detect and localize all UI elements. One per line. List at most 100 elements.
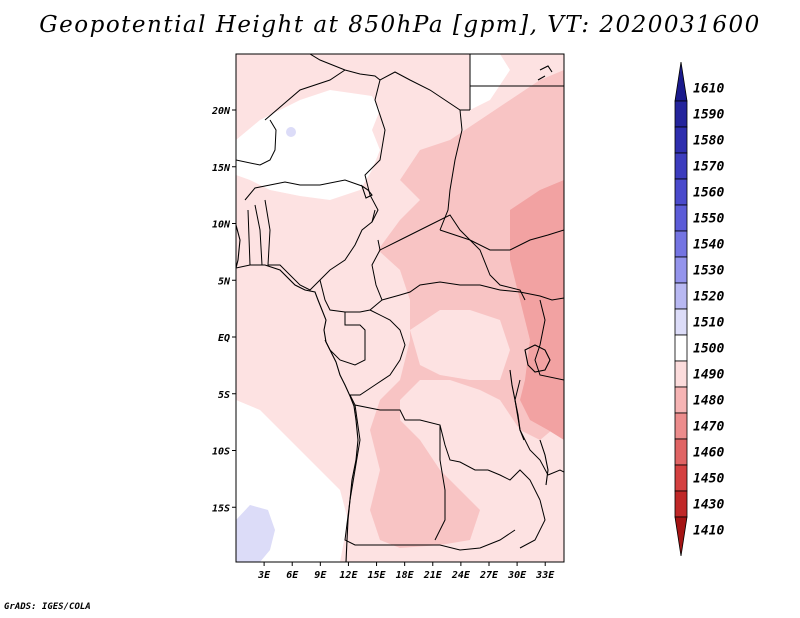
colorbar-swatch bbox=[674, 438, 688, 466]
colorbar-label: 1590 bbox=[693, 108, 724, 123]
fill-1490-central bbox=[370, 70, 564, 548]
colorbar-swatch bbox=[674, 490, 688, 518]
lon-tick-label: 24E bbox=[451, 570, 471, 581]
border-mali-burkina bbox=[244, 179, 363, 201]
colorbar-label: 1430 bbox=[693, 498, 724, 513]
lat-tick-label: 5N bbox=[218, 276, 231, 287]
contour-fills bbox=[236, 54, 564, 562]
lon-tick-label: 33E bbox=[535, 570, 555, 581]
border-ssudan-drc-uganda bbox=[499, 289, 564, 301]
lat-tick-label: 10N bbox=[212, 220, 231, 231]
lon-tick-label: 30E bbox=[507, 570, 527, 581]
border-zambia-drc bbox=[487, 469, 541, 501]
border-niger-chad bbox=[364, 79, 386, 223]
colorbar-label: 1510 bbox=[693, 316, 724, 331]
lake-victoria bbox=[524, 344, 551, 373]
lon-tick-label: 15E bbox=[368, 570, 387, 581]
lon-tick-label: 27E bbox=[479, 570, 499, 581]
colorbar-swatch bbox=[674, 100, 688, 128]
colorbar-swatch bbox=[674, 152, 688, 180]
border-algeria-libya bbox=[309, 54, 381, 81]
coastline-west-top bbox=[236, 224, 241, 269]
fill-1510-sahara bbox=[236, 54, 510, 200]
colorbar-swatch bbox=[674, 334, 688, 362]
colorbar-swatch bbox=[674, 308, 688, 336]
coastlines bbox=[236, 65, 553, 562]
fill-1480-east bbox=[510, 180, 564, 440]
colorbar-label: 1610 bbox=[693, 82, 724, 97]
colorbar-label: 1410 bbox=[693, 524, 724, 539]
fill-1500-congo bbox=[410, 310, 510, 380]
border-ghana-togo bbox=[247, 204, 263, 266]
colorbar-label: 1500 bbox=[693, 342, 724, 357]
border-sudan-ssudan bbox=[439, 229, 564, 251]
lat-tick-label: 5S bbox=[218, 390, 230, 401]
colorbar-swatch bbox=[674, 464, 688, 492]
colorbar-swatch bbox=[674, 360, 688, 388]
colorbar-label: 1450 bbox=[693, 472, 724, 487]
red-sea-coast bbox=[537, 65, 553, 81]
lon-axis: 3E 6E 9E 12E 15E 18E 21E 24E 27E 30E 33E bbox=[257, 562, 555, 581]
fill-1520-north bbox=[286, 127, 296, 137]
colorbar-swatch bbox=[674, 256, 688, 284]
lat-axis: 20N 15N 10N 5N EQ 5S 10S 15S bbox=[211, 106, 236, 514]
lat-tick-label: 15S bbox=[212, 503, 230, 514]
lat-tick-label: EQ bbox=[218, 333, 230, 344]
colorbar-arrow-bottom bbox=[674, 516, 688, 557]
colorbar-swatch bbox=[674, 230, 688, 258]
border-congo-drc bbox=[350, 309, 406, 396]
border-angola-zambia bbox=[434, 425, 446, 541]
border-congo-gabon bbox=[324, 312, 366, 366]
border-mali-niger bbox=[264, 69, 346, 121]
map-frame bbox=[235, 53, 565, 563]
border-kenya-uganda bbox=[534, 299, 564, 381]
lon-tick-label: 18E bbox=[396, 570, 415, 581]
colorbar-label: 1530 bbox=[693, 264, 724, 279]
border-tanzania bbox=[514, 379, 549, 476]
colorbar-swatch bbox=[674, 178, 688, 206]
lon-tick-label: 6E bbox=[286, 570, 299, 581]
border-chad-sudan bbox=[439, 109, 463, 231]
colorbar-label: 1550 bbox=[693, 212, 724, 227]
colorbar-label: 1580 bbox=[693, 134, 724, 149]
lat-tick-label: 20N bbox=[211, 106, 231, 117]
colorbar-swatch bbox=[674, 386, 688, 414]
border-libya-chad bbox=[379, 71, 470, 111]
border-mozambique bbox=[519, 469, 564, 549]
fill-1520-southwest bbox=[236, 505, 275, 562]
lon-tick-label: 9E bbox=[314, 570, 327, 581]
border-egypt-sudan bbox=[469, 54, 564, 110]
colorbar-swatch bbox=[674, 282, 688, 310]
lake-malawi bbox=[539, 439, 549, 486]
border-namibia-botswana bbox=[420, 529, 516, 551]
lon-tick-label: 21E bbox=[423, 570, 443, 581]
colorbar: 1610 1590 1580 1570 1560 1550 1540 1530 1520 1510… bbox=[674, 61, 724, 557]
coastline-west-africa bbox=[236, 264, 359, 562]
figure-title: Geopotential Height at 850hPa [gpm], VT:… bbox=[39, 12, 761, 38]
colorbar-swatch bbox=[674, 412, 688, 440]
border-sahel-west bbox=[236, 119, 277, 166]
lon-tick-label: 3E bbox=[257, 570, 271, 581]
colorbar-label: 1540 bbox=[693, 238, 724, 253]
lake-chad bbox=[360, 184, 373, 199]
border-angola-drc bbox=[349, 394, 488, 471]
colorbar-label: 1570 bbox=[693, 160, 724, 175]
colorbar-arrow-top bbox=[674, 61, 688, 102]
colorbar-swatch bbox=[674, 204, 688, 232]
colorbar-swatch bbox=[674, 126, 688, 154]
colorbar-label: 1480 bbox=[693, 394, 724, 409]
grads-credit: GrADS: IGES/COLA bbox=[4, 602, 91, 612]
lat-tick-label: 15N bbox=[212, 163, 231, 174]
colorbar-label: 1470 bbox=[693, 420, 724, 435]
colorbar-label: 1560 bbox=[693, 186, 724, 201]
country-borders bbox=[236, 54, 564, 551]
lon-tick-label: 12E bbox=[339, 570, 358, 581]
border-angola bbox=[344, 404, 420, 546]
colorbar-label: 1490 bbox=[693, 368, 724, 383]
lat-tick-label: 10S bbox=[212, 447, 230, 458]
colorbar-label: 1460 bbox=[693, 446, 724, 461]
colorbar-label: 1520 bbox=[693, 290, 724, 305]
lake-tanganyika bbox=[509, 369, 525, 441]
